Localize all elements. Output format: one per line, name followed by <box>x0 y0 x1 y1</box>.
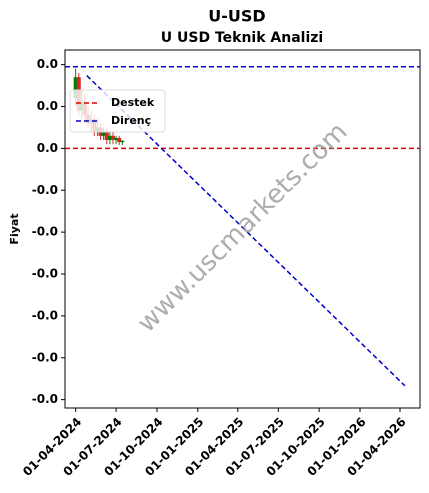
y-tick-label: -0.0 <box>32 308 58 322</box>
candle-body <box>107 135 112 141</box>
plot-frame <box>64 49 421 409</box>
y-tick-label: -0.0 <box>32 183 58 197</box>
y-tick-label: 0.0 <box>37 141 58 155</box>
candle-body <box>110 135 115 141</box>
candle-body <box>73 77 78 99</box>
y-tick-label: -0.0 <box>32 225 58 239</box>
candle-body <box>117 137 122 143</box>
y-tick-label: 0.0 <box>37 57 58 71</box>
candle-body <box>104 131 109 141</box>
y-tick-label: -0.0 <box>32 267 58 281</box>
candle-body <box>101 131 106 136</box>
legend-label: Destek <box>111 96 155 109</box>
watermark: www.uscmarkets.com <box>132 117 354 339</box>
candle-body <box>120 140 125 143</box>
legend-label: Direnç <box>111 114 151 127</box>
y-tick-label: 0.0 <box>37 99 58 113</box>
chart-subtitle: U USD Teknik Analizi <box>161 30 323 46</box>
y-axis-label: Fiyat <box>8 213 21 244</box>
y-tick-label: -0.0 <box>32 350 58 364</box>
chart-title: U-USD <box>208 7 265 26</box>
candle-body <box>114 137 119 141</box>
y-tick-label: -0.0 <box>32 392 58 406</box>
